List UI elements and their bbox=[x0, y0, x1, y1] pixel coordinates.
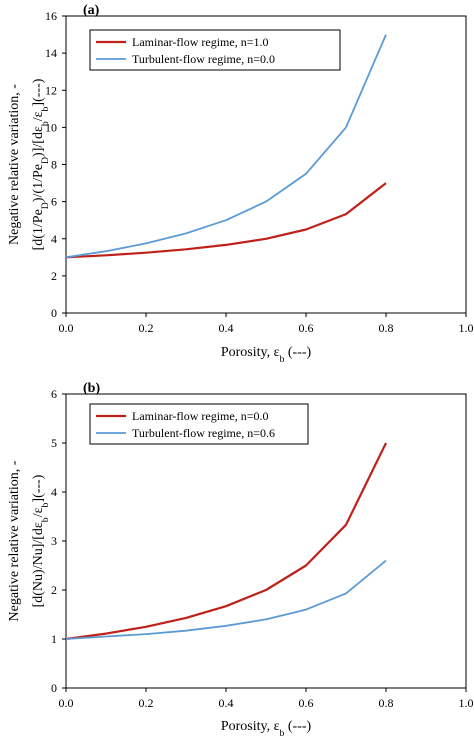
y-tick-label: 1 bbox=[51, 632, 57, 646]
x-tick-label: 0.2 bbox=[139, 696, 154, 710]
legend-box bbox=[89, 403, 309, 445]
y-tick-label: 2 bbox=[51, 583, 57, 597]
x-tick-label: 1.0 bbox=[459, 321, 474, 335]
legend-entry: Laminar-flow regime, n=0.0 bbox=[132, 409, 268, 423]
x-axis-label: Porosity, εb (---) bbox=[221, 345, 312, 365]
y-tick-label: 0 bbox=[51, 681, 57, 695]
y-tick-label: 4 bbox=[51, 485, 57, 499]
x-tick-label: 0.8 bbox=[379, 696, 394, 710]
y-tick-label: 6 bbox=[51, 195, 57, 209]
legend-entry: Laminar-flow regime, n=1.0 bbox=[132, 35, 268, 49]
y-tick-label: 10 bbox=[45, 120, 57, 134]
x-tick-label: 0.2 bbox=[139, 321, 154, 335]
x-axis-label: Porosity, εb (---) bbox=[221, 719, 312, 736]
y-tick-label: 2 bbox=[51, 269, 57, 283]
x-tick-label: 0.6 bbox=[299, 321, 314, 335]
y-tick-label: 12 bbox=[45, 83, 57, 97]
x-tick-label: 0.4 bbox=[219, 321, 234, 335]
series-line-laminar bbox=[65, 442, 387, 641]
legend-box bbox=[89, 29, 341, 71]
x-tick-label: 0.0 bbox=[59, 321, 74, 335]
chart-b: 0.0 0.2 0.4 0.6 0.8 1.0 0 1 2 3 4 5 6 (b) Porosity, εb… bbox=[7, 381, 474, 736]
y-tick-label: 6 bbox=[51, 387, 57, 401]
x-tick-label: 0.6 bbox=[299, 696, 314, 710]
y-tick-label: 14 bbox=[45, 46, 57, 60]
y-axis-label-line1: Negative relative variation, - bbox=[7, 460, 22, 621]
x-tick-label: 0.8 bbox=[379, 321, 394, 335]
panel-label: (a) bbox=[83, 3, 100, 18]
x-tick-label: 1.0 bbox=[459, 696, 474, 710]
legend: Laminar-flow regime, n=0.0 Turbulent-flow… bbox=[89, 403, 309, 445]
y-tick-label: 8 bbox=[51, 158, 57, 172]
y-tick-label: 0 bbox=[51, 306, 57, 320]
y-tick-label: 3 bbox=[51, 534, 57, 548]
panel-label: (b) bbox=[83, 381, 100, 396]
series-line-turbulent bbox=[65, 34, 387, 259]
series-line-turbulent bbox=[65, 559, 387, 640]
y-axis-label-line2: [d(Nu)/Nu]/[dεb/εb](---) bbox=[31, 474, 51, 607]
y-axis-label-line1: Negative relative variation, - bbox=[7, 84, 22, 245]
y-tick-label: 5 bbox=[51, 436, 57, 450]
legend-entry: Turbulent-flow regime, n=0.0 bbox=[132, 52, 275, 66]
y-tick-label: 16 bbox=[45, 9, 57, 23]
y-axis-label-line2: [d(1/PeD)/(1/PeD)]/[dεb/εb](---) bbox=[31, 78, 51, 250]
chart-a: 0.0 0.2 0.4 0.6 0.8 1.0 0 2 4 6 8 10 12 14 16 (a) Porosi… bbox=[7, 3, 474, 365]
x-tick-label: 0.4 bbox=[219, 696, 234, 710]
series-line-laminar bbox=[65, 182, 387, 259]
x-tick-label: 0.0 bbox=[59, 696, 74, 710]
legend-entry: Turbulent-flow regime, n=0.6 bbox=[132, 426, 275, 440]
legend: Laminar-flow regime, n=1.0 Turbulent-flow… bbox=[89, 29, 341, 71]
y-tick-label: 4 bbox=[51, 232, 57, 246]
